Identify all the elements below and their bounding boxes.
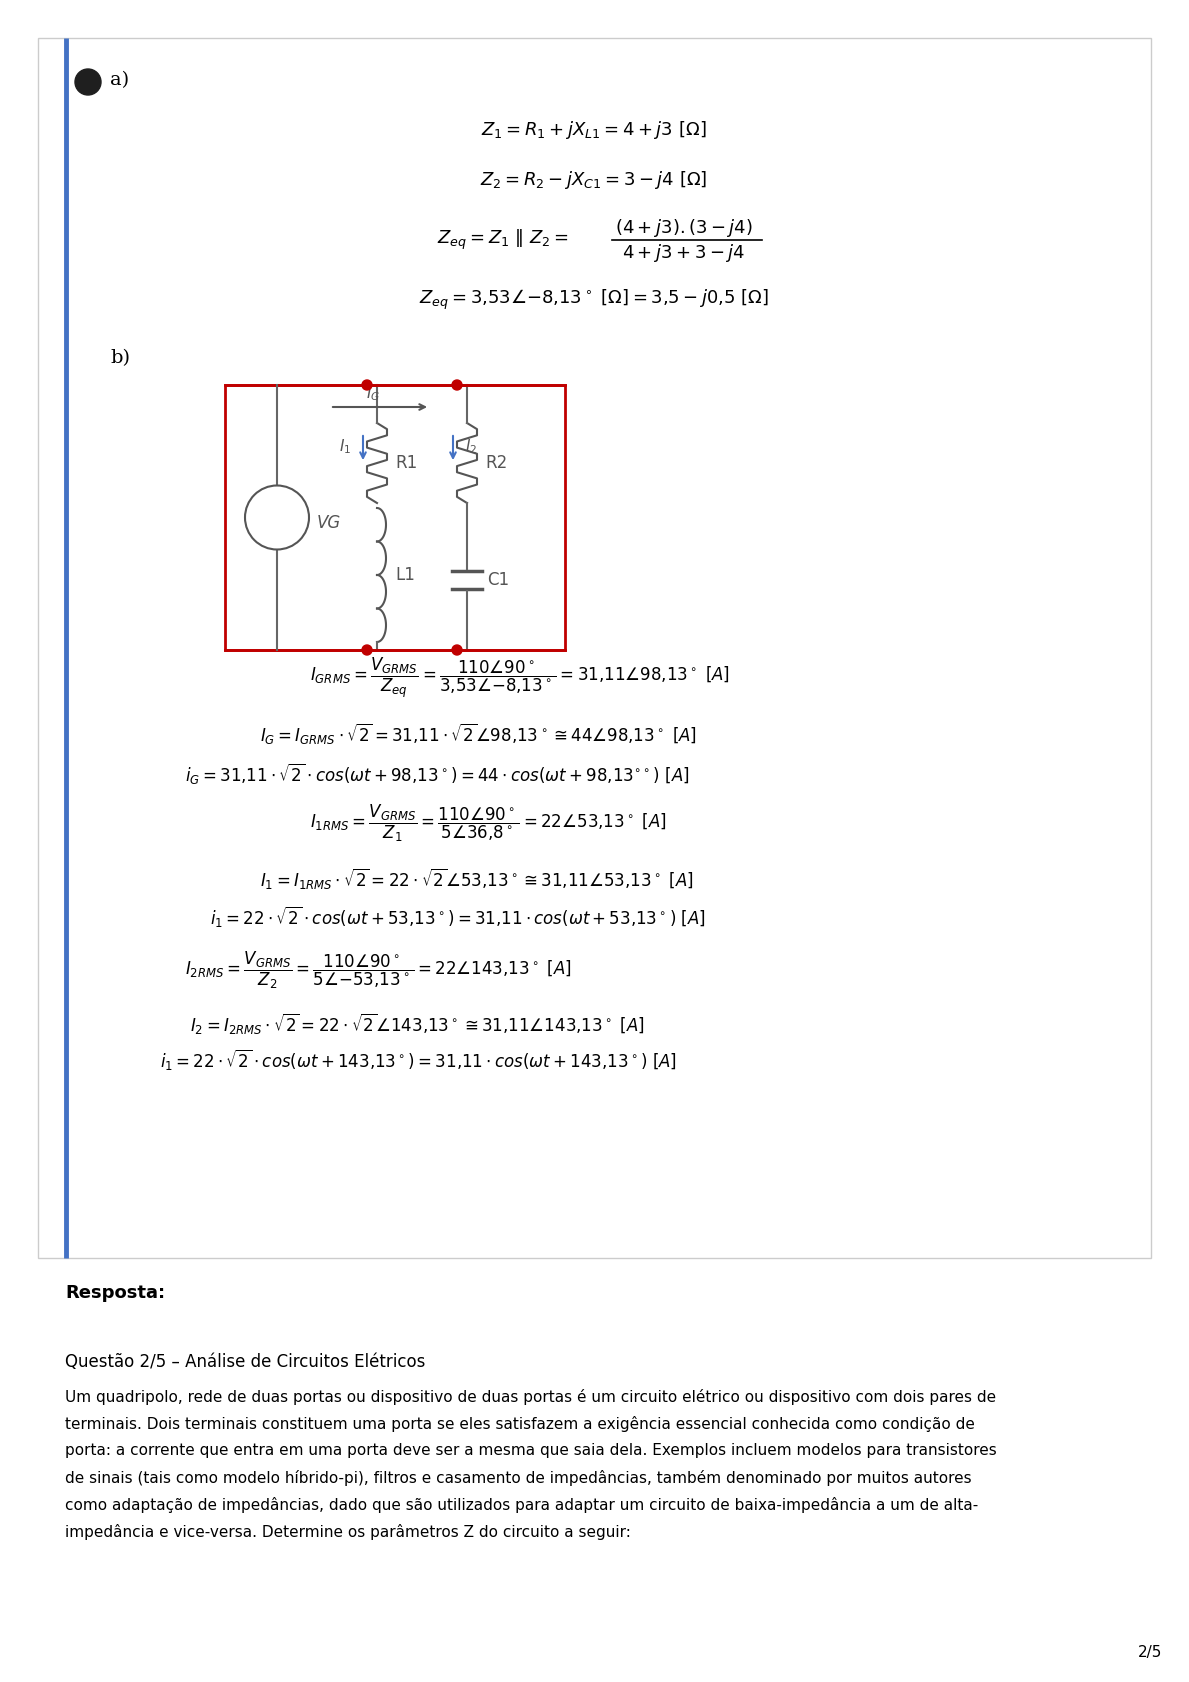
Text: C1: C1 — [487, 570, 509, 589]
Text: $I_1 = I_{1RMS}\cdot\sqrt{2} = 22\cdot\sqrt{2}\angle53{,}13^\circ \cong 31{,}11\: $I_1 = I_{1RMS}\cdot\sqrt{2} = 22\cdot\s… — [260, 866, 693, 890]
Text: 2/5: 2/5 — [1138, 1645, 1162, 1660]
Text: $Z_{eq} = 3{,}53\angle{-8{,}13^\circ}\ [\Omega] = 3{,}5 - j0{,}5\ [\Omega]$: $Z_{eq} = 3{,}53\angle{-8{,}13^\circ}\ [… — [419, 288, 769, 313]
Text: $I_2 = I_{2RMS}\cdot\sqrt{2} = 22\cdot\sqrt{2}\angle143{,}13^\circ \cong 31{,}11: $I_2 = I_{2RMS}\cdot\sqrt{2} = 22\cdot\s… — [190, 1011, 644, 1036]
Text: $I_{2RMS} = \dfrac{V_{GRMS}}{Z_2} = \dfrac{110\angle90^\circ}{5\angle{-53{,}13^\: $I_{2RMS} = \dfrac{V_{GRMS}}{Z_2} = \dfr… — [185, 949, 572, 991]
Text: de sinais (tais como modelo híbrido-pi), filtros e casamento de impedâncias, tam: de sinais (tais como modelo híbrido-pi),… — [65, 1470, 971, 1485]
Text: $i_G = 31{,}11\cdot\sqrt{2}\cdot cos(\omega t + 98{,}13^\circ) = 44\cdot cos(\om: $i_G = 31{,}11\cdot\sqrt{2}\cdot cos(\om… — [185, 760, 690, 785]
Text: R2: R2 — [485, 454, 508, 473]
Circle shape — [452, 644, 463, 654]
Text: Um quadripolo, rede de duas portas ou dispositivo de duas portas é um circuito e: Um quadripolo, rede de duas portas ou di… — [65, 1389, 996, 1404]
Circle shape — [361, 380, 372, 390]
Text: R1: R1 — [395, 454, 417, 473]
Text: como adaptação de impedâncias, dado que são utilizados para adaptar um circuito : como adaptação de impedâncias, dado que … — [65, 1497, 979, 1514]
Text: b): b) — [111, 348, 130, 367]
Text: $Z_2 = R_2 - jX_{C1} = 3 - j4\ [\Omega]$: $Z_2 = R_2 - jX_{C1} = 3 - j4\ [\Omega]$ — [480, 168, 707, 192]
Text: terminais. Dois terminais constituem uma porta se eles satisfazem a exigência es: terminais. Dois terminais constituem uma… — [65, 1416, 975, 1431]
Text: $I_1$: $I_1$ — [339, 437, 351, 456]
Text: $i_1 = 22\cdot\sqrt{2}\cdot cos(\omega t + 53{,}13^\circ) = 31{,}11\cdot cos(\om: $i_1 = 22\cdot\sqrt{2}\cdot cos(\omega t… — [210, 903, 706, 928]
Text: $I_{1RMS} = \dfrac{V_{GRMS}}{Z_1} = \dfrac{110\angle90^\circ}{5\angle36{,}8^\cir: $I_{1RMS} = \dfrac{V_{GRMS}}{Z_1} = \dfr… — [310, 802, 667, 844]
Text: impedância e vice-versa. Determine os parâmetros Z do circuito a seguir:: impedância e vice-versa. Determine os pa… — [65, 1524, 631, 1541]
Text: $(4 + j3).(3 - j4)$: $(4 + j3).(3 - j4)$ — [615, 217, 753, 239]
Text: +: + — [272, 495, 282, 508]
Text: ~: ~ — [266, 508, 288, 532]
Circle shape — [361, 644, 372, 654]
Text: $I_{GRMS} = \dfrac{V_{GRMS}}{Z_{eq}} = \dfrac{110\angle90^\circ}{3{,}53\angle{-8: $I_{GRMS} = \dfrac{V_{GRMS}}{Z_{eq}} = \… — [310, 656, 730, 700]
Circle shape — [75, 69, 101, 94]
Text: VG: VG — [317, 513, 341, 532]
Text: Questão 2/5 – Análise de Circuitos Elétricos: Questão 2/5 – Análise de Circuitos Elétr… — [65, 1352, 426, 1371]
Text: $Z_1 = R_1 + jX_{L1} = 4 + j3\ [\Omega]$: $Z_1 = R_1 + jX_{L1} = 4 + j3\ [\Omega]$ — [482, 119, 706, 141]
Text: $Z_{eq} = Z_1\ \|\ Z_2 = $: $Z_{eq} = Z_1\ \|\ Z_2 = $ — [436, 227, 570, 252]
Circle shape — [245, 486, 309, 550]
Text: Resposta:: Resposta: — [65, 1283, 165, 1302]
Text: $4 + j3 + 3 - j4$: $4 + j3 + 3 - j4$ — [623, 242, 746, 264]
Bar — [225, 385, 565, 649]
Text: porta: a corrente que entra em uma porta deve ser a mesma que saia dela. Exemplo: porta: a corrente que entra em uma porta… — [65, 1443, 996, 1458]
FancyBboxPatch shape — [38, 39, 1151, 1258]
Text: L1: L1 — [395, 567, 415, 584]
Text: −: − — [272, 528, 282, 542]
Text: $I_G = I_{GRMS}\cdot\sqrt{2} = 31{,}11\cdot\sqrt{2}\angle98{,}13^\circ \cong 44\: $I_G = I_{GRMS}\cdot\sqrt{2} = 31{,}11\c… — [260, 720, 697, 745]
Text: $I_2$: $I_2$ — [465, 437, 477, 456]
Circle shape — [452, 380, 463, 390]
Text: $I_G$: $I_G$ — [366, 385, 380, 404]
Text: $i_1 = 22\cdot\sqrt{2}\cdot cos(\omega t + 143{,}13^\circ) = 31{,}11\cdot cos(\o: $i_1 = 22\cdot\sqrt{2}\cdot cos(\omega t… — [161, 1048, 677, 1073]
Text: a): a) — [111, 71, 130, 89]
